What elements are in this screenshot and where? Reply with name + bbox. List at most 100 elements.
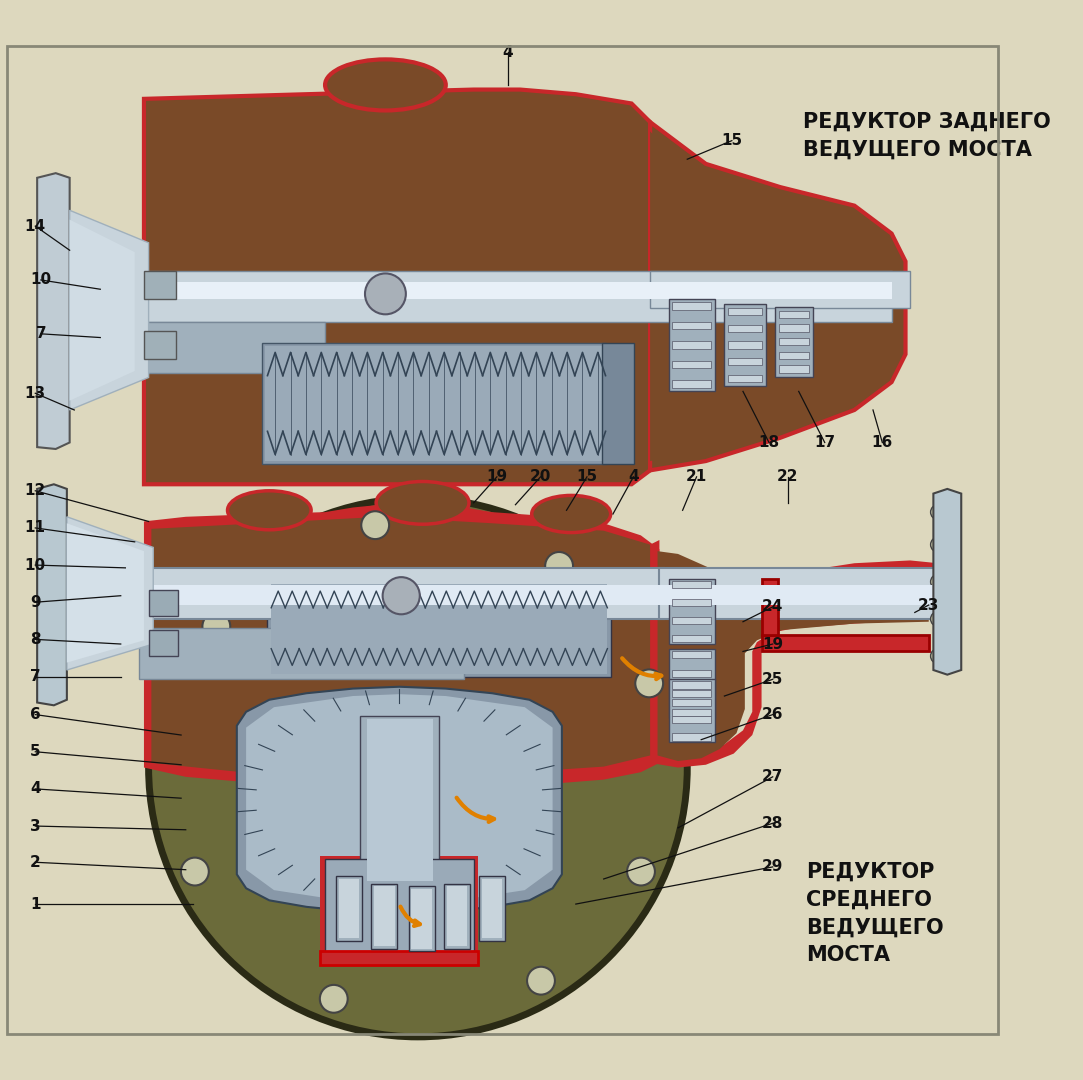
Bar: [779, 365, 809, 373]
Bar: [660, 568, 948, 619]
Text: 6: 6: [30, 707, 41, 723]
Bar: [668, 649, 715, 718]
Text: 11: 11: [25, 521, 45, 536]
Text: 24: 24: [762, 599, 783, 615]
Polygon shape: [37, 173, 69, 449]
Circle shape: [181, 858, 209, 886]
Circle shape: [930, 504, 945, 519]
Text: 29: 29: [762, 860, 783, 875]
Ellipse shape: [376, 482, 469, 524]
Text: 23: 23: [918, 597, 939, 612]
Circle shape: [527, 967, 554, 995]
Polygon shape: [657, 551, 929, 761]
Bar: [660, 584, 948, 605]
Polygon shape: [144, 503, 660, 788]
Circle shape: [930, 537, 945, 552]
Bar: [775, 307, 812, 377]
Bar: [325, 859, 473, 955]
Bar: [779, 324, 809, 332]
Bar: [144, 332, 177, 359]
Bar: [673, 361, 712, 368]
Bar: [361, 716, 440, 883]
Text: 15: 15: [576, 470, 598, 484]
Circle shape: [545, 552, 573, 580]
Bar: [321, 951, 479, 966]
Bar: [779, 311, 809, 318]
Ellipse shape: [325, 59, 446, 110]
Text: 4: 4: [628, 470, 639, 484]
Text: 25: 25: [762, 672, 783, 687]
Polygon shape: [650, 540, 938, 768]
Bar: [673, 581, 712, 589]
Bar: [673, 617, 712, 624]
Text: 7: 7: [36, 326, 47, 341]
Text: 13: 13: [25, 386, 45, 401]
Bar: [673, 302, 712, 310]
Polygon shape: [67, 517, 153, 670]
Bar: [761, 635, 929, 651]
Bar: [268, 580, 611, 677]
Bar: [673, 322, 712, 329]
Bar: [271, 583, 608, 674]
Bar: [140, 322, 325, 373]
Bar: [140, 271, 891, 322]
Text: 28: 28: [762, 815, 783, 831]
Text: 27: 27: [762, 769, 783, 784]
Polygon shape: [162, 104, 631, 468]
Text: 12: 12: [25, 483, 45, 498]
Bar: [728, 324, 762, 332]
Text: 20: 20: [530, 470, 551, 484]
Text: 7: 7: [30, 669, 40, 684]
Bar: [602, 343, 635, 463]
Bar: [140, 629, 465, 679]
Bar: [673, 598, 712, 606]
Bar: [673, 733, 712, 741]
Text: 1: 1: [30, 896, 40, 912]
Bar: [728, 357, 762, 365]
Text: 8: 8: [30, 632, 40, 647]
Bar: [673, 380, 712, 388]
Bar: [479, 876, 506, 941]
Bar: [673, 670, 712, 677]
Bar: [728, 308, 762, 315]
Bar: [262, 343, 605, 463]
Bar: [144, 271, 177, 298]
Text: 3: 3: [30, 819, 40, 834]
Text: 21: 21: [686, 470, 707, 484]
Text: 9: 9: [30, 595, 40, 610]
Bar: [339, 879, 360, 939]
Polygon shape: [69, 211, 148, 410]
Bar: [673, 635, 712, 643]
Polygon shape: [650, 122, 905, 471]
Text: 19: 19: [486, 470, 508, 484]
Bar: [673, 650, 712, 658]
Bar: [650, 271, 910, 308]
Bar: [482, 879, 503, 939]
Bar: [779, 352, 809, 360]
Bar: [668, 298, 715, 391]
Text: 5: 5: [30, 744, 40, 759]
Circle shape: [382, 577, 420, 615]
Bar: [673, 699, 712, 706]
Bar: [673, 710, 712, 716]
Text: 14: 14: [25, 218, 45, 233]
Bar: [148, 590, 179, 617]
Bar: [140, 282, 891, 298]
Bar: [725, 305, 766, 386]
Text: 26: 26: [762, 707, 783, 723]
Polygon shape: [144, 90, 650, 484]
Polygon shape: [69, 219, 134, 401]
Bar: [673, 689, 712, 697]
Bar: [728, 375, 762, 382]
Text: 22: 22: [777, 470, 798, 484]
Circle shape: [148, 498, 688, 1037]
Bar: [148, 630, 179, 656]
Circle shape: [930, 575, 945, 590]
Circle shape: [930, 649, 945, 663]
Bar: [336, 876, 362, 941]
Bar: [140, 584, 664, 605]
Text: РЕДУКТОР ЗАДНЕГО
ВЕДУЩЕГО МОСТА: РЕДУКТОР ЗАДНЕГО ВЕДУЩЕГО МОСТА: [804, 112, 1052, 160]
Polygon shape: [37, 484, 67, 705]
Text: 15: 15: [721, 133, 743, 148]
Text: 19: 19: [762, 636, 783, 651]
